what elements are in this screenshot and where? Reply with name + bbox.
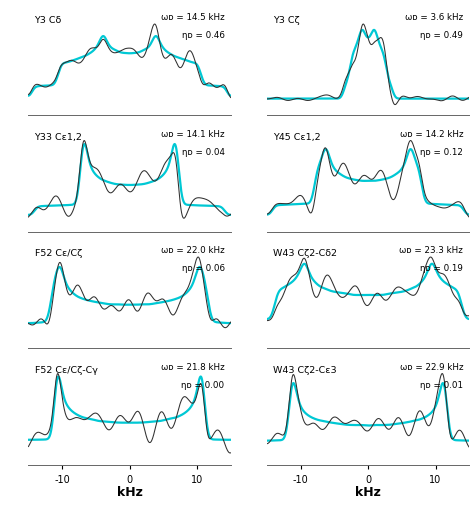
Text: Y3 Cδ: Y3 Cδ [35,17,62,25]
Text: ωᴅ = 23.3 kHz: ωᴅ = 23.3 kHz [399,246,463,255]
Text: ηᴅ = 0.19: ηᴅ = 0.19 [420,264,463,273]
Text: ηᴅ = 0.06: ηᴅ = 0.06 [182,264,225,273]
Text: W43 Cζ2-Cε3: W43 Cζ2-Cε3 [273,365,337,374]
Text: F52 Cε/Cζ: F52 Cε/Cζ [35,249,82,258]
X-axis label: kHz: kHz [117,485,143,498]
Text: ωᴅ = 14.1 kHz: ωᴅ = 14.1 kHz [161,130,225,138]
Text: Y45 Cε1,2: Y45 Cε1,2 [273,133,321,142]
X-axis label: kHz: kHz [355,485,381,498]
Text: ωᴅ = 14.5 kHz: ωᴅ = 14.5 kHz [161,13,225,22]
Text: Y33 Cε1,2: Y33 Cε1,2 [35,133,82,142]
Text: F52 Cε/Cζ-Cγ: F52 Cε/Cζ-Cγ [35,365,97,374]
Text: ωᴅ = 21.8 kHz: ωᴅ = 21.8 kHz [161,362,225,371]
Text: ηᴅ = 0.00: ηᴅ = 0.00 [182,380,225,389]
Text: ηᴅ = 0.49: ηᴅ = 0.49 [420,31,463,40]
Text: ηᴅ = 0.04: ηᴅ = 0.04 [182,147,225,157]
Text: ηᴅ = 0.01: ηᴅ = 0.01 [420,380,463,389]
Text: ωᴅ = 22.0 kHz: ωᴅ = 22.0 kHz [161,246,225,255]
Text: ωᴅ = 3.6 kHz: ωᴅ = 3.6 kHz [405,13,463,22]
Text: Y3 Cζ: Y3 Cζ [273,17,300,25]
Text: ωᴅ = 22.9 kHz: ωᴅ = 22.9 kHz [400,362,463,371]
Text: ηᴅ = 0.46: ηᴅ = 0.46 [182,31,225,40]
Text: ηᴅ = 0.12: ηᴅ = 0.12 [420,147,463,157]
Text: W43 Cζ2-Cδ2: W43 Cζ2-Cδ2 [273,249,337,258]
Text: ωᴅ = 14.2 kHz: ωᴅ = 14.2 kHz [400,130,463,138]
